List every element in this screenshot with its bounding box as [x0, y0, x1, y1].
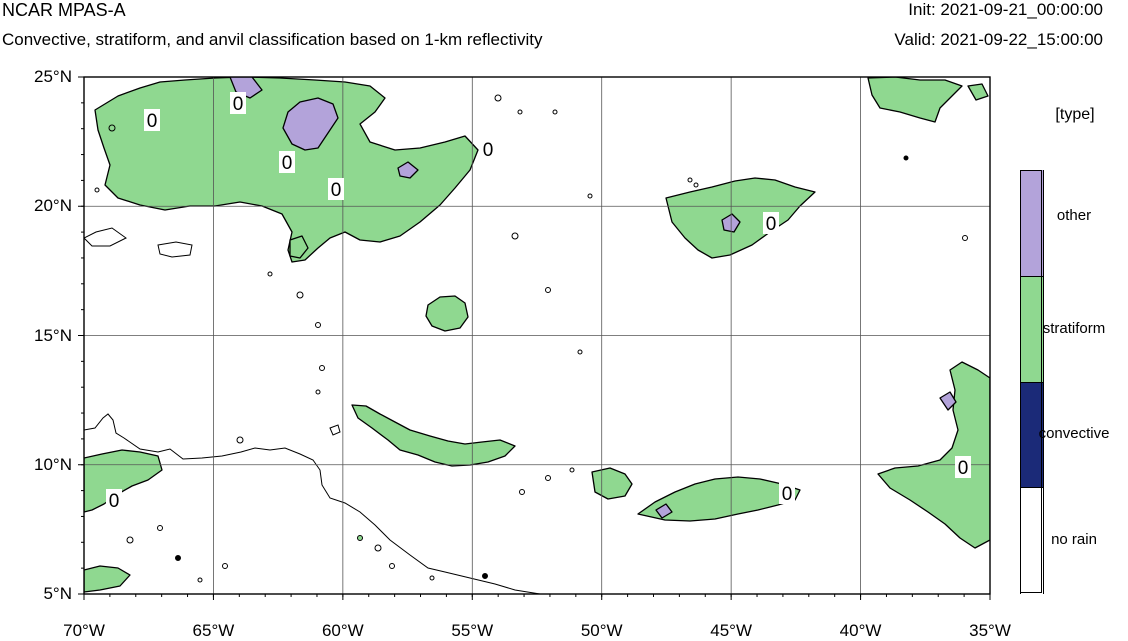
precip-cell [903, 155, 909, 161]
contour-label: 0 [147, 111, 158, 132]
precip-cell [357, 535, 363, 541]
precip-cell [693, 182, 699, 188]
precip-region [84, 565, 131, 593]
lon-tick-label: 35°W [969, 621, 1011, 640]
hispaniola-coast [84, 227, 127, 247]
lon-tick-label: 70°W [63, 621, 105, 640]
contour-label: 0 [766, 214, 777, 235]
legend-swatch [1020, 487, 1044, 594]
lon-tick-label: 55°W [451, 621, 494, 640]
precip-cell [157, 525, 163, 531]
contour-label: 0 [782, 484, 793, 505]
south-america-coast [84, 413, 541, 594]
contour-label-bg [955, 456, 971, 478]
trinidad-coast [329, 424, 341, 436]
contour-label: 0 [282, 153, 293, 174]
precip-cell [108, 124, 116, 132]
contour-label: 0 [958, 458, 969, 479]
legend-title: [type] [1055, 106, 1095, 123]
precip-cell [222, 563, 228, 569]
contour-label-bg [106, 489, 122, 511]
precip-region [84, 449, 163, 513]
precip-cell [545, 287, 551, 293]
legend-label: other [1056, 206, 1092, 224]
precip-region [425, 295, 469, 332]
valid-time: Valid: 2021-09-22_15:00:00 [894, 30, 1103, 49]
legend-swatch [1020, 275, 1044, 383]
gridlines [84, 77, 990, 594]
legend-swatch [1020, 170, 1044, 276]
precip-cell [175, 555, 181, 561]
lon-tick-label: 40°W [839, 621, 882, 640]
precip-cell [552, 109, 558, 115]
precip-cell [126, 536, 134, 544]
lat-tick-label: 20°N [34, 196, 72, 216]
precip-cell [315, 389, 321, 395]
precip-cell [319, 365, 325, 371]
precip-cell [197, 577, 203, 583]
precip-cell [517, 109, 523, 115]
precip-region [289, 235, 309, 259]
precip-cell [587, 193, 593, 199]
contour-labels: 0 0 0 0 0 0 0 0 0 [106, 92, 971, 512]
lon-tick-label: 60°W [321, 621, 364, 640]
lon-tick-label: 45°W [710, 621, 753, 640]
legend-label: convective [1038, 425, 1110, 443]
precip-cell [374, 544, 382, 552]
map-title: NCAR MPAS-A [2, 0, 126, 20]
contour-label: 0 [331, 180, 342, 201]
precip-cell [511, 232, 519, 240]
precip-cell [429, 575, 435, 581]
contour-label-bg [279, 151, 295, 173]
precip-cells [94, 94, 968, 583]
precip-cell [482, 573, 488, 579]
precip-cell [236, 436, 244, 444]
precip-region [282, 97, 339, 151]
precip-cell [296, 291, 304, 299]
precip-region [637, 476, 801, 522]
contour-label-bg [328, 178, 344, 200]
lat-tick-label: 25°N [34, 67, 72, 86]
precip-cell [577, 349, 583, 355]
tick-marks [78, 76, 991, 600]
map-subtitle: Convective, stratiform, and anvil classi… [2, 30, 543, 49]
precip-region [655, 503, 673, 519]
precip-region [351, 404, 516, 467]
precip-cell [315, 322, 321, 328]
legend-label: no rain [1051, 531, 1097, 549]
puerto-rico-coast [157, 241, 193, 258]
lat-tick-label: 15°N [34, 325, 72, 345]
contour-label-bg [779, 482, 795, 504]
contour-label-bg [230, 92, 246, 114]
precip-region [939, 391, 957, 411]
precip-cell [569, 467, 575, 473]
lat-tick-label: 10°N [34, 454, 72, 474]
contour-label: 0 [109, 491, 120, 512]
legend-label: stratiform [1042, 319, 1106, 337]
precip-cell [494, 94, 502, 102]
init-time: Init: 2021-09-21_00:00:00 [908, 0, 1103, 19]
contour-label: 0 [233, 94, 244, 115]
contour-label: 0 [483, 140, 494, 161]
precip-region [877, 361, 990, 549]
lon-tick-label: 65°W [192, 621, 235, 640]
precip-cell [267, 271, 273, 277]
precip-cell [545, 475, 551, 481]
precip-region [967, 83, 989, 101]
precip-cell [389, 563, 395, 569]
precip-cell [687, 177, 693, 183]
precip-region [867, 77, 963, 123]
contour-label-bg [144, 109, 160, 131]
lon-tick-label: 50°W [580, 621, 623, 640]
precip-cell [962, 235, 968, 241]
precip-region [397, 161, 419, 179]
precip-cell [94, 187, 100, 193]
lat-tick-label: 5°N [43, 584, 72, 603]
contour-label-bg [480, 138, 496, 160]
precip-cell [519, 489, 525, 495]
contour-label-bg [763, 212, 779, 234]
